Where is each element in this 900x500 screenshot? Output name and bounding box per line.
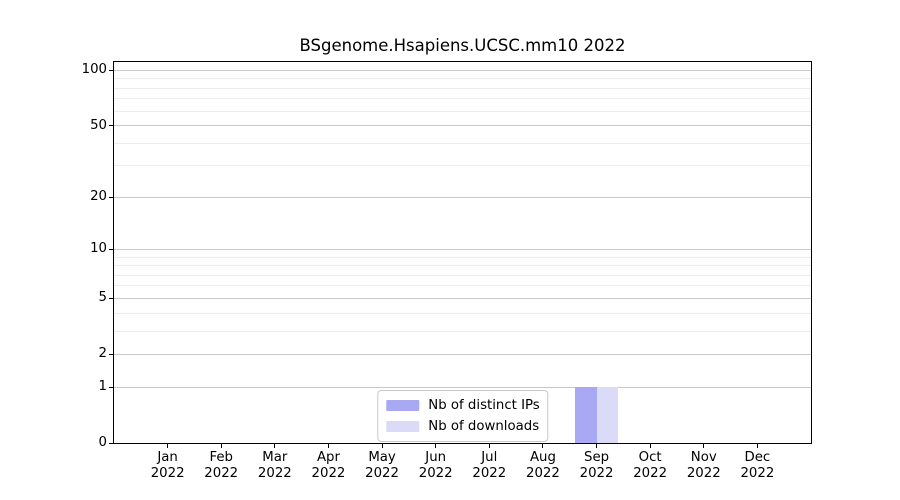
legend-label: Nb of distinct IPs [428, 398, 540, 413]
gridline-minor [114, 330, 811, 332]
gridline-minor [114, 265, 811, 267]
x-tick-label: Nov 2022 [686, 450, 721, 481]
x-tick-mark [703, 444, 705, 448]
y-tick-mark [109, 69, 114, 71]
x-tick-mark [220, 444, 222, 448]
x-tick-label: Dec 2022 [740, 450, 775, 481]
x-tick-mark [756, 444, 758, 448]
gridline-major [114, 297, 811, 299]
legend: Nb of distinct IPs Nb of downloads [377, 390, 549, 442]
y-tick-label: 20 [90, 189, 107, 205]
y-tick-mark [109, 442, 114, 444]
x-tick-mark [167, 444, 169, 448]
x-tick-mark [327, 444, 329, 448]
x-tick-mark [274, 444, 276, 448]
legend-entry-nb-of-distinct-ips: Nb of distinct IPs [386, 395, 540, 416]
bar-nb-of-downloads [596, 387, 618, 443]
x-tick-mark [488, 444, 490, 448]
gridline-minor [114, 312, 811, 314]
x-tick-label: May 2022 [365, 450, 399, 481]
gridline-major [114, 248, 811, 250]
gridline-minor [114, 165, 811, 167]
gridline-major [114, 353, 811, 355]
legend-entry-nb-of-downloads: Nb of downloads [386, 416, 539, 437]
gridline-major [114, 386, 811, 388]
gridline-minor [114, 110, 811, 112]
x-tick-label: Aug 2022 [526, 450, 560, 481]
gridline-minor [114, 78, 811, 80]
y-tick-label: 1 [98, 379, 107, 395]
gridline-major [114, 196, 811, 198]
y-tick-mark [109, 196, 114, 198]
y-tick-mark [109, 125, 114, 127]
legend-swatch-nb-of-downloads [386, 421, 420, 432]
gridline-major [114, 69, 811, 71]
x-tick-mark [435, 444, 437, 448]
y-tick-mark [109, 353, 114, 355]
x-tick-label: Jan 2022 [150, 450, 185, 481]
x-tick-mark [596, 444, 598, 448]
gridline-minor [114, 98, 811, 100]
legend-swatch-nb-of-distinct-ips [386, 400, 420, 411]
x-tick-mark [542, 444, 544, 448]
x-tick-label: Apr 2022 [311, 450, 346, 481]
y-tick-label: 5 [98, 290, 107, 306]
y-tick-label: 0 [98, 435, 107, 450]
x-tick-label: Mar 2022 [257, 450, 292, 481]
y-tick-mark [109, 297, 114, 299]
gridline-minor [114, 256, 811, 258]
y-tick-mark [109, 386, 114, 388]
y-tick-mark [109, 248, 114, 250]
y-tick-label: 10 [90, 241, 107, 257]
gridline-minor [114, 274, 811, 276]
gridline-minor [114, 87, 811, 89]
x-tick-mark [649, 444, 651, 448]
y-tick-label: 100 [81, 62, 107, 78]
gridline-major [114, 125, 811, 127]
x-tick-label: Feb 2022 [204, 450, 239, 481]
legend-label: Nb of downloads [428, 419, 540, 434]
x-tick-label: Jun 2022 [418, 450, 453, 481]
gridline-minor [114, 285, 811, 287]
x-tick-label: Sep 2022 [579, 450, 614, 481]
chart-title: BSgenome.Hsapiens.UCSC.mm10 2022 [299, 36, 626, 55]
x-tick-label: Oct 2022 [633, 450, 668, 481]
bar-nb-of-distinct-ips [575, 387, 597, 443]
y-tick-label: 50 [90, 117, 107, 133]
x-tick-mark [381, 444, 383, 448]
gridline-minor [114, 142, 811, 144]
y-tick-label: 2 [98, 346, 107, 362]
x-tick-label: Jul 2022 [472, 450, 507, 481]
